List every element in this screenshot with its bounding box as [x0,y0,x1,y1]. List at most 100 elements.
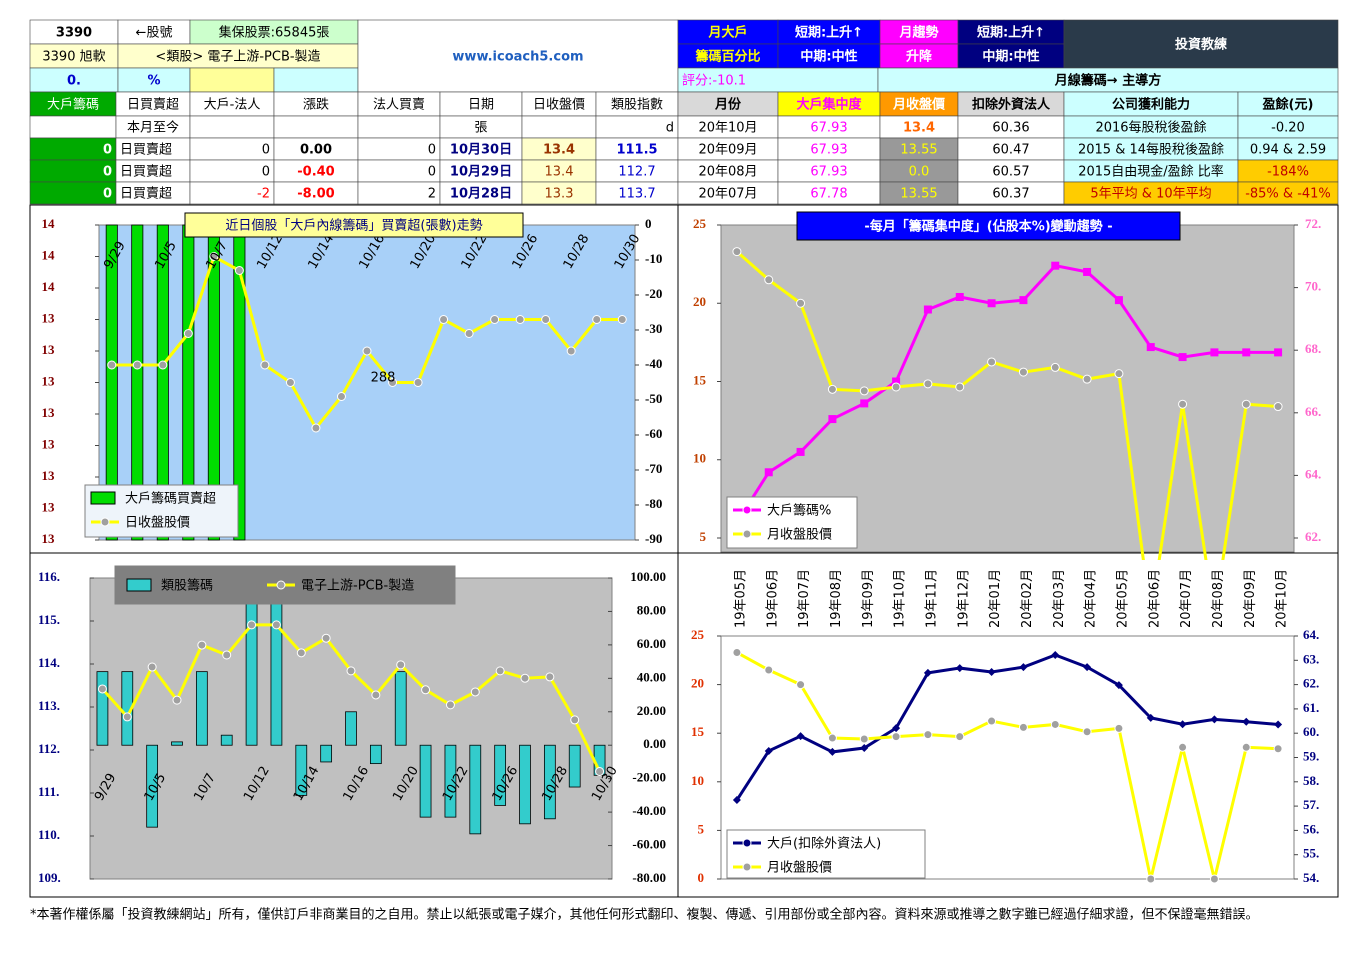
legend-label: 電子上游-PCB-製造 [301,579,414,594]
cell [595,91,679,117]
cell-text: 0 [262,165,270,180]
legend-swatch [742,862,752,872]
marker [1146,713,1155,722]
cell-text: 20年08月 [698,165,757,180]
marker [923,379,933,389]
cell [521,91,597,117]
legend-box [726,829,926,879]
marker [1178,399,1188,409]
cell [1063,91,1239,117]
marker [421,685,431,695]
cell-text: 評分:-10.1 [682,74,746,89]
tick-label: 13 [42,499,56,514]
cell-text: -184% [1267,165,1309,180]
marker [183,329,193,338]
marker [285,378,295,387]
cell-text: 日期 [468,98,494,113]
x-tick-label: 20年04月 [1084,569,1099,628]
bar [419,744,432,818]
x-tick-label: 19年05月 [733,569,748,628]
marker [321,633,331,643]
cell-text: 法人買賣 [373,98,425,113]
line [735,653,1279,801]
cell-text: 月收盤價 [892,97,946,113]
cell-text: 112.7 [618,165,655,180]
marker [1051,650,1060,659]
tick-label: 0 [645,216,652,231]
x-tick-label: 20年09月 [1243,569,1258,628]
tick-label: 15 [693,372,707,387]
marker [1018,367,1028,377]
tick-label: 64. [1305,466,1321,481]
marker [796,447,805,456]
marker [796,732,805,741]
marker [955,664,964,673]
marker [396,660,406,670]
legend-swatch [276,580,286,590]
line [736,651,1279,880]
cell [957,19,1065,45]
marker [1082,727,1092,737]
tick-label: 5 [700,529,707,544]
marker [764,746,773,755]
tick-label: 113. [38,698,60,713]
cell [777,19,881,45]
cell [677,91,779,117]
cell-text: 13.4 [545,165,574,180]
tick-label: 72. [1305,216,1321,231]
marker [827,733,837,743]
bar [195,671,208,746]
legend-box [726,496,858,549]
cell [29,91,117,117]
bar [469,744,482,835]
marker [388,378,398,387]
cell [357,91,441,117]
tick-label: 55. [1303,846,1319,861]
bar [444,744,457,818]
cell [29,115,117,139]
tick-label: 70. [1305,279,1321,294]
marker [362,346,372,356]
marker [955,732,965,742]
cell-text: 60.47 [992,143,1029,158]
x-tick-label: 19年09月 [861,569,876,628]
x-tick-label: 20年01月 [988,569,1003,628]
marker [1018,722,1028,732]
marker [172,695,182,705]
marker [445,700,455,710]
tick-label: 111. [38,784,59,799]
tick-label: 10 [691,773,704,788]
marker [732,247,742,257]
x-tick-label: 19年12月 [956,569,971,628]
legend-swatch [90,491,116,505]
tick-label: -80.00 [632,870,666,885]
marker [222,650,232,660]
series-group [732,648,1283,884]
marker [260,360,270,370]
marker [955,382,965,392]
cell [957,43,1065,69]
legend-swatch [742,505,752,515]
marker [147,662,157,672]
tick-label: 5 [698,821,705,836]
tick-label: 57. [1303,797,1319,812]
marker [827,384,837,394]
cell-text: 扣除外資法人 [972,97,1051,113]
cell [879,91,959,117]
marker [1146,874,1156,884]
cell-text: 0 [103,143,112,158]
marker [1178,742,1188,752]
marker [892,377,901,386]
legend-swatch [742,838,752,848]
marker [1050,362,1060,372]
cell-text: 集保股票:65845張 [219,25,330,41]
tick-label: -80 [645,496,662,511]
marker [336,392,346,401]
bar [295,744,308,796]
marker [439,315,449,324]
cell-text: 大戶集中度 [796,97,862,113]
cell-text: 0 [262,143,270,158]
cell-text: 漲跌 [303,97,329,113]
cell-text: 20年10月 [698,121,757,136]
tick-label: 110. [38,827,60,842]
